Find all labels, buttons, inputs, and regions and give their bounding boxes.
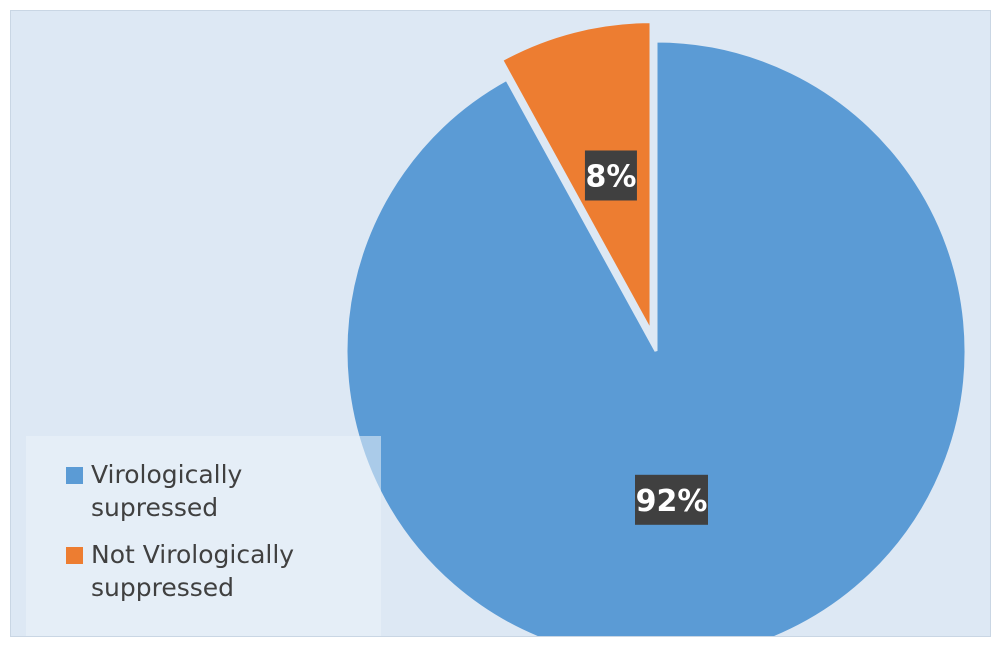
data-label-bg-not-suppressed xyxy=(584,150,637,201)
legend-swatch-suppressed xyxy=(66,467,83,484)
legend-item-suppressed: Virologically supressed xyxy=(66,458,381,524)
pie-chart: 92% 8% xyxy=(344,20,968,636)
pie-slice-suppressed xyxy=(344,39,968,636)
legend-label-suppressed: Virologically supressed xyxy=(91,460,243,522)
pie-slice-not-suppressed xyxy=(499,20,653,333)
chart-area: 92% 8% Virologically supressed Not Virolo… xyxy=(10,10,991,637)
legend-item-not-suppressed: Not Virologically suppressed xyxy=(66,538,381,604)
legend: Virologically supressed Not Virologicall… xyxy=(26,436,381,636)
data-label-bg-suppressed xyxy=(635,474,708,525)
legend-label-not-suppressed: Not Virologically suppressed xyxy=(91,540,295,602)
data-label-suppressed: 92% xyxy=(636,484,708,519)
data-label-not-suppressed: 8% xyxy=(585,159,636,194)
legend-swatch-not-suppressed xyxy=(66,547,83,564)
